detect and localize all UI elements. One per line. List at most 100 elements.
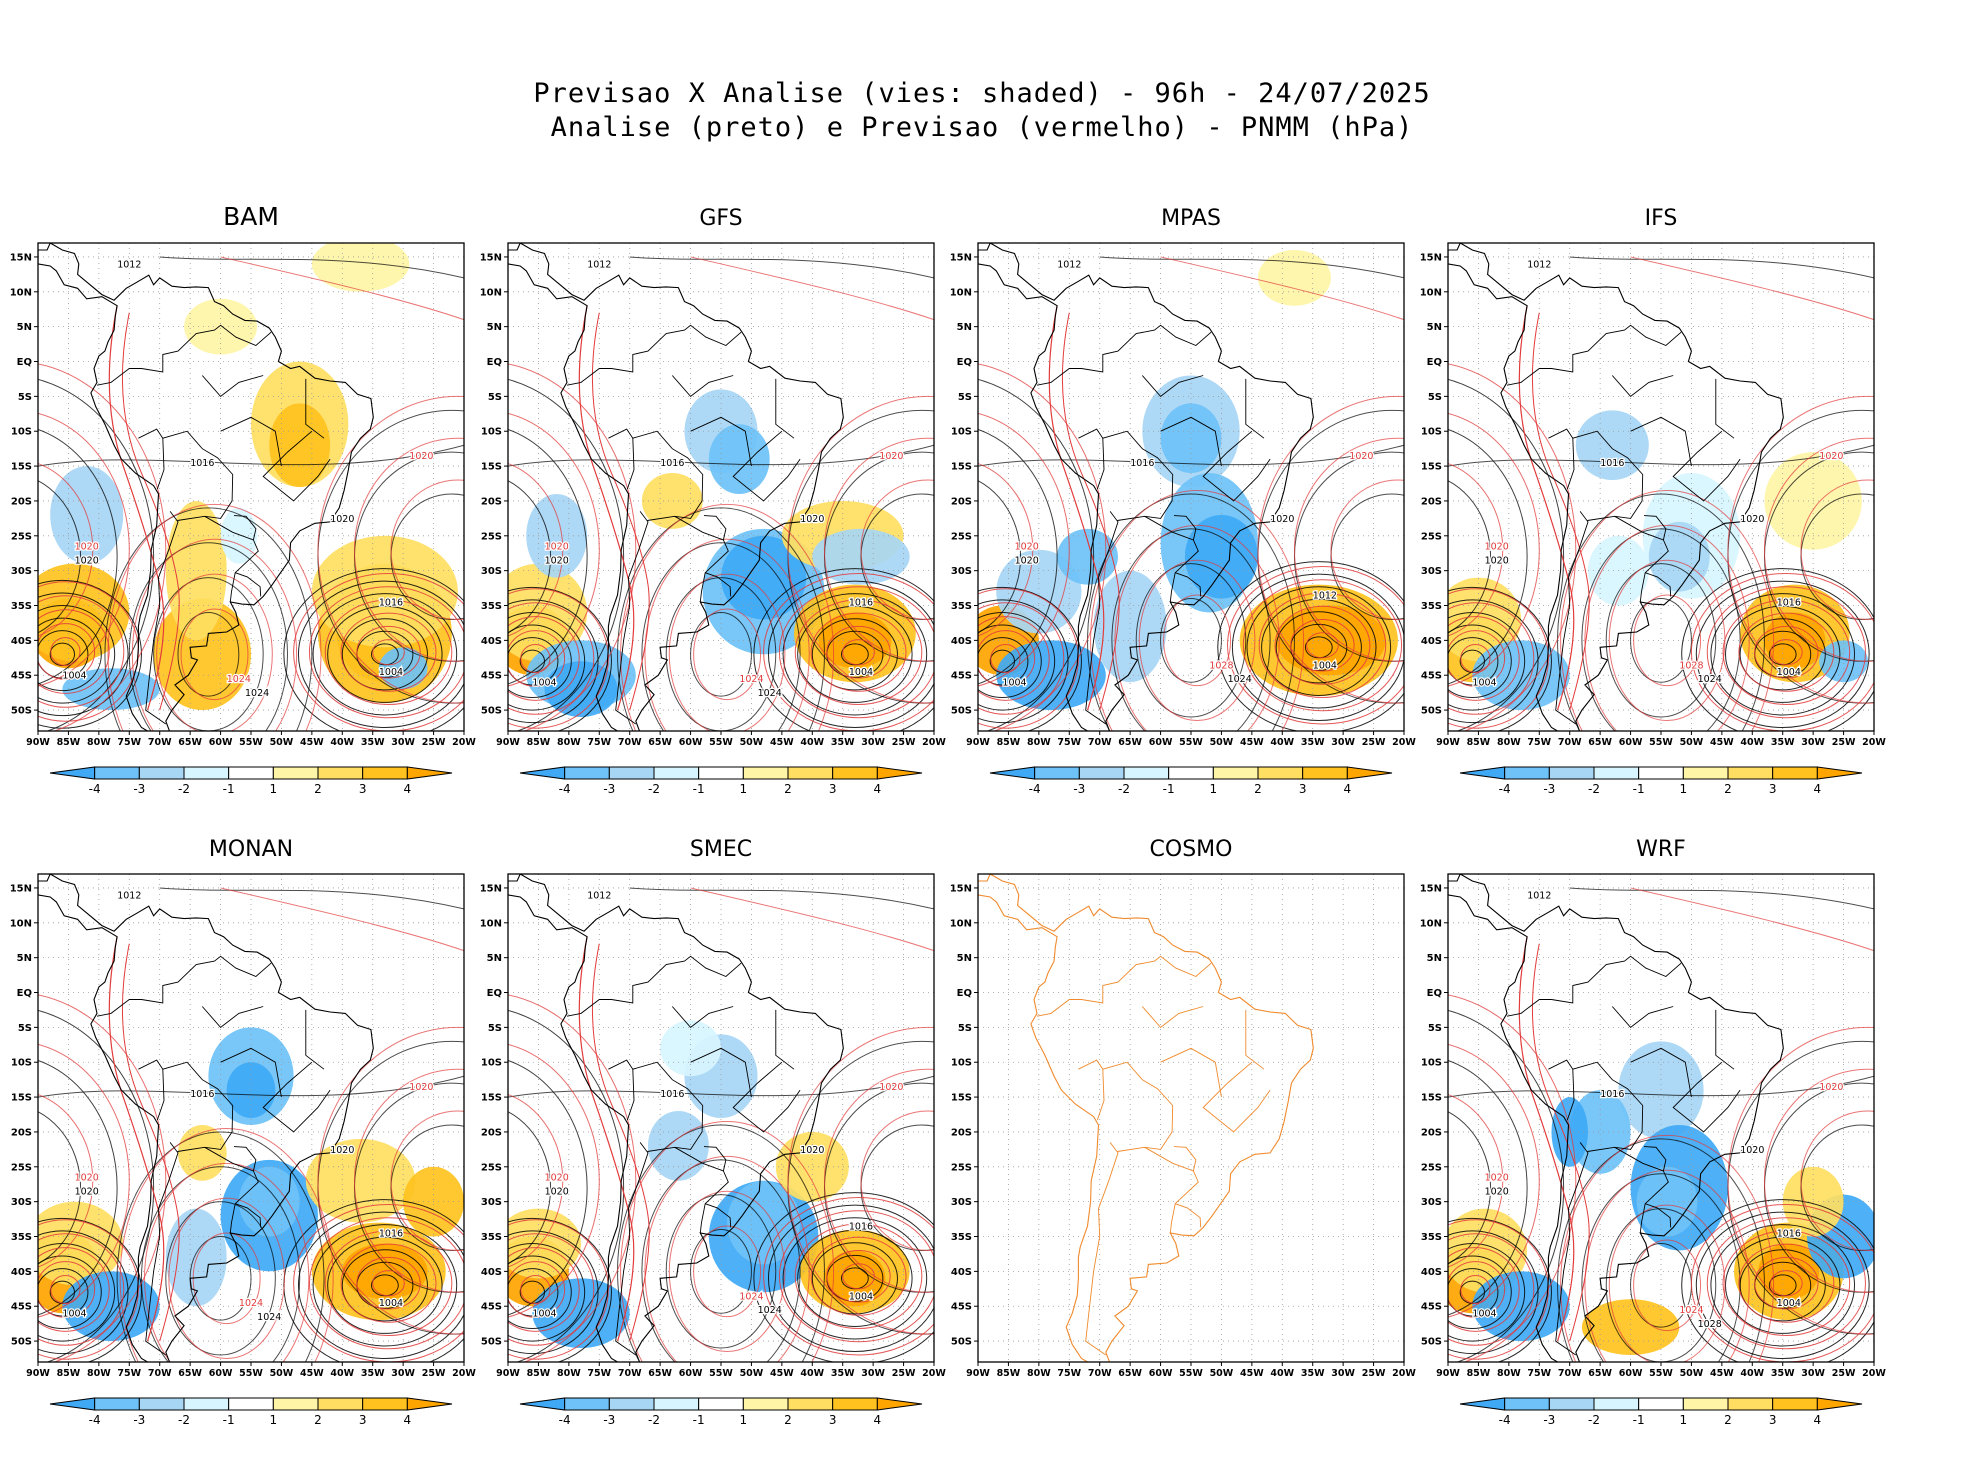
lon-tick-label: 55W [239,737,263,748]
atlantic-high-label: 1020 [1270,514,1294,525]
lat-tick-label: 25S [11,531,32,542]
lon-tick-label: 75W [117,737,141,748]
atlantic-high-label: 1020 [1740,1145,1764,1156]
forecast-isobars [508,256,934,731]
atlantic-low-label: 1004 [849,667,873,678]
lat-tick-label: 30S [481,566,502,577]
lon-tick-label: 35W [1771,1368,1795,1379]
atlantic-forecast-label: 1020 [409,1082,433,1093]
lat-tick-label: 15S [481,1093,502,1104]
lon-tick-label: 85W [527,1368,551,1379]
lon-tick-label: 85W [527,737,551,748]
colorbar: -4 -3 -2 -1 1 2 3 4 [989,766,1393,796]
colorbar-tick-label: 3 [359,782,367,796]
panel-title: WRF [1636,837,1686,862]
lon-tick-label: 45W [1240,1368,1264,1379]
country-borders [566,955,801,1356]
forecast-isobars [38,887,464,1362]
coastline [1448,874,1784,1362]
atlantic-low-label: 1004 [379,667,403,678]
lat-tick-label: 30S [1421,566,1442,577]
colorbar-tick-label: -3 [603,782,615,796]
figure-title-line-1: Previsao X Analise (vies: shaded) - 96h … [533,78,1431,109]
lon-tick-label: 30W [1801,737,1825,748]
colorbar-tick-label: -2 [1588,782,1600,796]
lon-tick-label: 25W [422,737,446,748]
lat-tick-label: 10S [1421,427,1442,438]
lon-tick-label: 90W [26,1368,50,1379]
lon-tick-label: 60W [679,737,703,748]
lat-tick-label: EQ [957,357,972,368]
lat-tick-label: 10N [950,287,972,298]
lat-tick-label: 45S [11,671,32,682]
atlantic-isobar-label: 1016 [1777,598,1801,609]
lat-tick-label: EQ [1427,988,1442,999]
lat-tick-label: 25S [1421,1162,1442,1173]
lon-tick-label: 25W [422,1368,446,1379]
colorbar-tick-label: 2 [1724,1413,1732,1427]
atlantic-forecast-label: 1020 [1819,1082,1843,1093]
atlantic-isobar-label: 1016 [379,1229,403,1240]
pacific-low-label: 1004 [1472,678,1496,689]
colorbar-tick-label: -1 [223,1413,235,1427]
lat-tick-label: 10S [951,1058,972,1069]
colorbar-tick-label: -4 [1499,782,1511,796]
lon-tick-label: 40W [330,737,354,748]
lon-tick-label: 60W [209,1368,233,1379]
lat-tick-label: 5S [18,1023,32,1034]
lon-tick-label: 65W [178,737,202,748]
lat-tick-label: 35S [1421,601,1442,612]
lon-tick-label: 40W [800,737,824,748]
panel-title: IFS [1645,206,1678,231]
pacific-low-label: 1004 [62,1309,86,1320]
atlantic-low-label: 1004 [1777,1298,1801,1309]
panel-bam: BAM 1004 1016 1004 1020 1020 1024 1024 1012 1016 1… [0,195,520,835]
pacific-isobar-label: 1020 [545,1187,569,1198]
pacific-forecast-label: 1020 [545,1173,569,1184]
lon-tick-label: 45W [770,737,794,748]
lat-tick-label: EQ [487,357,502,368]
lon-tick-label: 75W [1527,737,1551,748]
atlantic-low-label: 1004 [1777,667,1801,678]
lon-tick-label: 90W [966,737,990,748]
lat-tick-label: EQ [957,988,972,999]
atlantic-low-label: 1004 [379,1298,403,1309]
bias-shading [1448,1041,1874,1356]
high-forecast-label: 1024 [239,1298,263,1309]
lon-tick-label: 50W [740,1368,764,1379]
coastline [38,874,374,1362]
lat-tick-label: 20S [951,496,972,507]
lon-tick-label: 35W [831,737,855,748]
lon-tick-label: 60W [679,1368,703,1379]
high-forecast-label: 1024 [739,674,763,685]
lat-tick-label: 10S [481,427,502,438]
panel-smec: SMEC 1004 1016 1004 1020 1020 1024 1024 1012 1016… [470,826,990,1466]
lat-tick-label: 45S [951,1302,972,1313]
lon-tick-label: 50W [270,1368,294,1379]
lat-tick-label: 45S [1421,671,1442,682]
lat-tick-label: 10N [950,918,972,929]
lon-tick-label: 70W [1088,737,1112,748]
colorbar-tick-label: -1 [693,782,705,796]
interior-isobar-label: 1016 [1600,1089,1624,1100]
lat-tick-label: 15S [951,1093,972,1104]
lat-tick-label: 15S [11,1093,32,1104]
lon-tick-label: 75W [587,737,611,748]
lat-tick-label: 35S [1421,1232,1442,1243]
lat-tick-label: 15N [1420,883,1442,894]
atlantic-high-label: 1020 [1740,514,1764,525]
pacific-isobar-label: 1020 [545,556,569,567]
lat-tick-label: 10S [1421,1058,1442,1069]
lat-tick-label: 50S [481,1337,502,1348]
lon-tick-label: 30W [1331,1368,1355,1379]
lat-tick-label: 10S [951,427,972,438]
lat-tick-label: 10S [481,1058,502,1069]
country-borders [96,324,331,725]
lon-tick-label: 30W [861,737,885,748]
lon-tick-label: 40W [1740,1368,1764,1379]
pacific-forecast-label: 1020 [1015,542,1039,553]
lon-tick-label: 80W [557,737,581,748]
colorbar: -4 -3 -2 -1 1 2 3 4 [519,766,923,796]
lon-tick-label: 60W [1149,737,1173,748]
high-forecast-label: 1028 [1679,660,1703,671]
